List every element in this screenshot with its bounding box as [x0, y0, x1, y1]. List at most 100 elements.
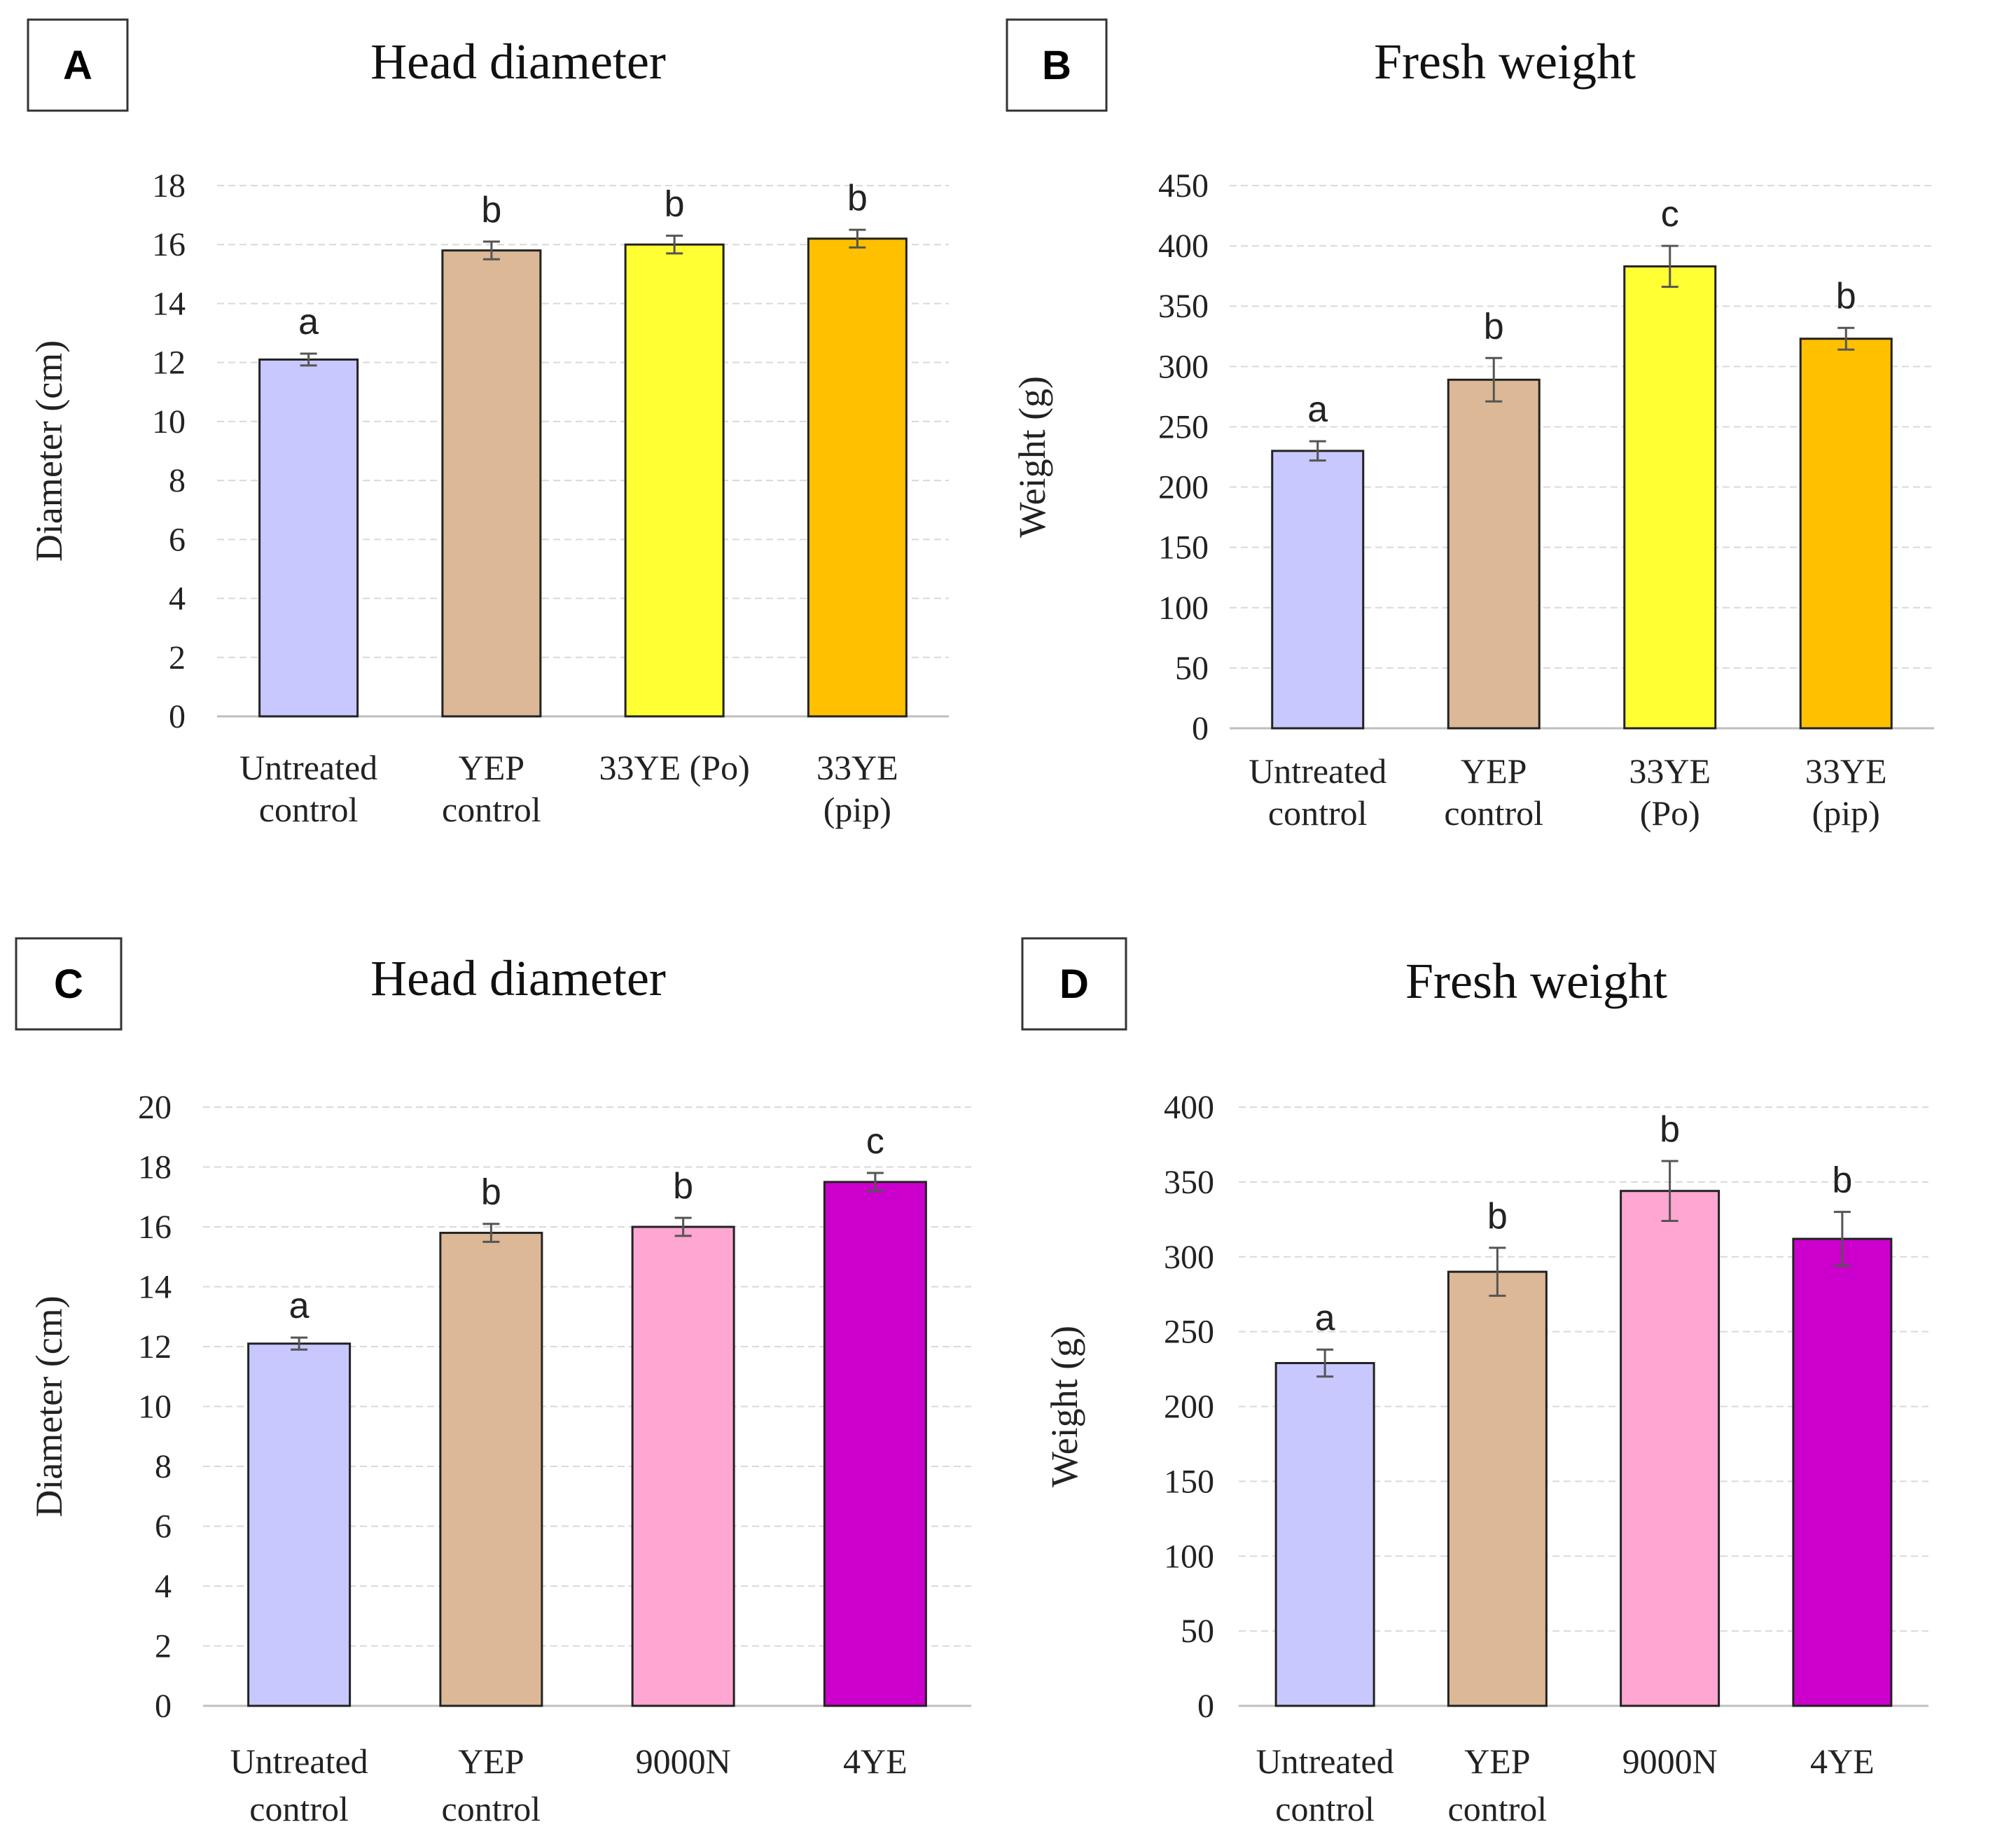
x-category-label: control	[1444, 793, 1543, 833]
significance-letter: b	[481, 190, 501, 230]
significance-letter: b	[1832, 1160, 1852, 1201]
y-tick-label: 6	[155, 1508, 172, 1545]
y-tick-label: 100	[1164, 1538, 1214, 1575]
y-tick-label: 0	[1197, 1688, 1214, 1725]
x-category-label: 33YE	[1629, 751, 1711, 791]
y-tick-label: 300	[1164, 1239, 1214, 1276]
y-tick-label: 8	[155, 1448, 172, 1485]
y-tick-label: 14	[152, 285, 186, 322]
x-category-label: Untreated	[1249, 751, 1386, 791]
x-category-label: control	[259, 790, 359, 829]
chart-c-svg: C Head diameter 0 2 4 6 8 10 12 14 16 18 20 Diameter …	[15, 937, 971, 1828]
x-category-label: YEP	[1464, 1742, 1530, 1781]
bar-d-2	[1447, 1270, 1548, 1707]
y-tick-label: 100	[1158, 590, 1209, 627]
chart-panel-d: D Fresh weight 0 50 100 150 200 250 300 350 400 Wei…	[997, 924, 1994, 1847]
y-tick-label: 4	[155, 1568, 172, 1605]
x-category-label: Untreated	[1256, 1742, 1394, 1781]
y-axis-title: Weight (g)	[1011, 376, 1053, 538]
x-category-label: YEP	[459, 748, 524, 787]
chart-b-svg: B Fresh weight 0 50 100 150 200 250 300 350 400 450…	[1006, 18, 1934, 833]
y-tick-label: 350	[1164, 1164, 1214, 1201]
chart-a-svg: A Head diameter 0 2 4 6 8 10 12 14 16 18 Diameter (c…	[27, 18, 949, 829]
y-axis-title: Weight (g)	[1043, 1326, 1085, 1487]
x-category-label: Untreated	[239, 748, 377, 787]
y-tick-label: 12	[152, 345, 186, 382]
bar-c-2	[439, 1232, 543, 1707]
y-tick-label: 400	[1164, 1089, 1214, 1126]
panel-label: A	[63, 43, 92, 88]
significance-letter: a	[289, 1286, 310, 1326]
significance-letter: c	[1661, 194, 1679, 235]
x-category-label: 33YE (Po)	[599, 748, 749, 787]
bar-d-4	[1792, 1237, 1893, 1707]
panel-label: B	[1042, 43, 1071, 88]
y-tick-label: 18	[152, 167, 186, 204]
y-tick-label: 250	[1158, 408, 1209, 445]
bar-a-4	[807, 237, 908, 718]
x-category-label: control	[442, 1789, 541, 1828]
y-tick-label: 8	[169, 462, 186, 499]
y-tick-label: 50	[1175, 650, 1209, 687]
bar-b-3	[1623, 265, 1717, 730]
y-tick-label: 250	[1164, 1314, 1214, 1351]
y-tick-label: 150	[1164, 1463, 1214, 1500]
chart-title: Head diameter	[370, 34, 666, 90]
bar-b-2	[1447, 378, 1541, 730]
x-category-label: control	[249, 1789, 349, 1828]
x-category-label: (pip)	[1812, 793, 1880, 833]
y-tick-label: 6	[169, 521, 186, 558]
significance-letter: b	[1487, 1196, 1508, 1237]
y-tick-label: 16	[152, 226, 186, 263]
y-tick-label: 2	[155, 1628, 172, 1665]
chart-panel-a: A Head diameter 0 2 4 6 8 10 12 14 16 18 Diameter (c…	[0, 0, 997, 924]
bar-d-3	[1620, 1190, 1721, 1707]
significance-letter: b	[1484, 306, 1504, 347]
y-tick-label: 4	[169, 581, 186, 618]
y-tick-label: 200	[1158, 469, 1209, 506]
x-category-label: control	[1448, 1789, 1548, 1828]
bar-a-3	[624, 243, 725, 718]
y-tick-label: 0	[169, 698, 186, 735]
x-category-label: 9000N	[1622, 1742, 1718, 1781]
panel-label: D	[1059, 961, 1089, 1007]
chart-panel-b: B Fresh weight 0 50 100 150 200 250 300 350 400 450…	[997, 0, 1994, 924]
bar-a-2	[441, 249, 542, 718]
y-tick-label: 10	[152, 403, 186, 440]
y-tick-label: 0	[1192, 710, 1209, 747]
bar-c-1	[247, 1342, 352, 1707]
significance-letter: b	[847, 178, 868, 218]
x-category-label: (pip)	[823, 790, 891, 829]
significance-letter: b	[1660, 1109, 1680, 1150]
x-category-label: 4YE	[1810, 1742, 1875, 1781]
y-tick-label: 0	[155, 1688, 172, 1725]
y-tick-label: 400	[1158, 228, 1209, 265]
significance-letter: b	[1836, 276, 1856, 317]
bar-c-3	[631, 1225, 735, 1707]
x-category-label: 33YE	[1805, 751, 1887, 791]
y-axis-title: Diameter (cm)	[28, 340, 70, 562]
bar-c-4	[823, 1181, 927, 1707]
y-tick-label: 10	[138, 1389, 172, 1426]
y-tick-label: 16	[138, 1209, 172, 1246]
panel-label-box	[1021, 937, 1127, 1031]
panel-label: C	[54, 961, 83, 1007]
chart-d-svg: D Fresh weight 0 50 100 150 200 250 300 350 400 Wei…	[1021, 937, 1928, 1828]
x-category-label: YEP	[458, 1742, 524, 1781]
chart-title: Head diameter	[370, 950, 666, 1006]
x-category-label: control	[1268, 793, 1368, 833]
panel-label-box	[27, 18, 129, 112]
x-category-label: Untreated	[230, 1742, 368, 1781]
x-category-label: 4YE	[843, 1742, 908, 1781]
significance-letter: a	[1307, 389, 1328, 430]
y-tick-label: 50	[1181, 1613, 1214, 1650]
panel-label-box	[1006, 18, 1108, 112]
y-tick-label: 2	[169, 639, 186, 676]
x-category-label: 9000N	[636, 1742, 731, 1781]
x-category-label: 33YE	[816, 748, 898, 787]
y-tick-label: 450	[1158, 167, 1209, 204]
y-tick-label: 200	[1164, 1389, 1214, 1426]
x-category-label: control	[1275, 1789, 1375, 1828]
significance-letter: a	[1315, 1298, 1335, 1338]
panel-label-box	[15, 937, 123, 1031]
